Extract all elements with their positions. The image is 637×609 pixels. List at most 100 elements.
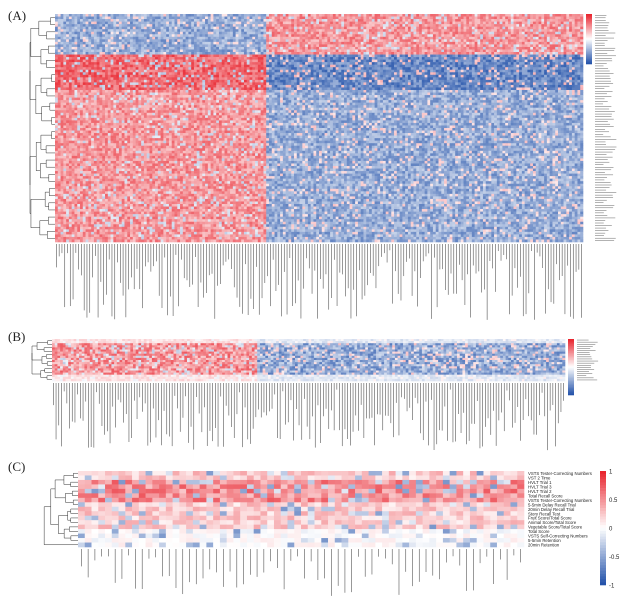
heatmap-cell [83,62,86,65]
heatmap-a-cells [55,14,583,242]
heatmap-cell [497,65,500,68]
heatmap-cell [491,67,494,70]
heatmap-cell [202,55,205,58]
heatmap-cell [475,62,478,65]
heatmap-cell [316,49,319,52]
heatmap-cell [169,27,172,30]
heatmap-cell [564,62,567,65]
heatmap-cell [191,67,194,70]
heatmap-cell [497,55,500,58]
heatmap-cell [180,29,183,32]
heatmap-cell [188,70,191,73]
heatmap-cell [405,70,408,73]
heatmap-cell [427,52,430,55]
heatmap-cell [152,14,155,17]
heatmap-cell [477,47,480,50]
heatmap-cell [91,60,94,63]
heatmap-cell [116,65,119,68]
heatmap-cell [161,39,164,42]
heatmap-cell [288,72,291,75]
heatmap-cell [502,77,505,80]
heatmap-cell [572,57,575,60]
heatmap-cell [438,37,441,40]
heatmap-cell [152,34,155,37]
heatmap-cell [99,57,102,60]
heatmap-cell [541,22,544,25]
heatmap-cell [541,27,544,30]
heatmap-cell [172,49,175,52]
heatmap-cell [539,62,542,65]
heatmap-cell [74,34,77,37]
heatmap-cell [483,29,486,32]
heatmap-cell [169,70,172,73]
heatmap-cell [205,49,208,52]
heatmap-cell [544,44,547,47]
heatmap-cell [327,27,330,30]
heatmap-cell [375,27,378,30]
heatmap-cell [77,55,80,58]
heatmap-cell [344,60,347,63]
heatmap-cell [77,47,80,50]
heatmap-cell [163,27,166,30]
heatmap-cell [130,75,133,78]
heatmap-cell [425,17,428,20]
heatmap-cell [122,75,125,78]
heatmap-cell [269,42,272,45]
heatmap-cell [219,24,222,27]
heatmap-cell [61,75,64,78]
heatmap-cell [169,24,172,27]
heatmap-cell [155,62,158,65]
heatmap-cell [508,14,511,17]
heatmap-cell [400,29,403,32]
heatmap-cell [197,70,200,73]
heatmap-cell [266,19,269,22]
heatmap-cell [155,14,158,17]
heatmap-cell [266,70,269,73]
heatmap-cell [144,62,147,65]
dendrogram-branch [49,203,55,210]
heatmap-cell [561,55,564,58]
heatmap-cell [216,14,219,17]
heatmap-cell [575,52,578,55]
heatmap-cell [327,22,330,25]
heatmap-cell [149,77,152,80]
heatmap-cell [333,27,336,30]
heatmap-cell [413,65,416,68]
heatmap-cell [238,55,241,58]
heatmap-cell [58,34,61,37]
heatmap-cell [333,52,336,55]
heatmap-cell [83,55,86,58]
heatmap-cell [380,24,383,27]
heatmap-cell [155,27,158,30]
heatmap-cell [302,72,305,75]
heatmap-cell [111,24,114,27]
heatmap-cell [147,72,150,75]
heatmap-cell [147,49,150,52]
heatmap-cell [527,60,530,63]
heatmap-cell [319,65,322,68]
heatmap-cell [561,32,564,35]
heatmap-cell [119,52,122,55]
heatmap-cell [505,22,508,25]
heatmap-cell [283,39,286,42]
heatmap-cell [205,75,208,78]
heatmap-cell [483,55,486,58]
heatmap-cell [111,80,114,83]
heatmap-cell [539,67,542,70]
heatmap-cell [505,47,508,50]
heatmap-cell [216,39,219,42]
heatmap-cell [489,65,492,68]
heatmap-cell [227,65,230,68]
heatmap-cell [158,49,161,52]
heatmap-cell [233,37,236,40]
heatmap-cell [288,67,291,70]
heatmap-cell [263,32,266,35]
heatmap-cell [430,39,433,42]
heatmap-cell [94,39,97,42]
heatmap-cell [138,52,141,55]
heatmap-cell [500,39,503,42]
heatmap-cell [561,14,564,17]
heatmap-cell [119,57,122,60]
heatmap-cell [366,34,369,37]
heatmap-cell [363,62,366,65]
